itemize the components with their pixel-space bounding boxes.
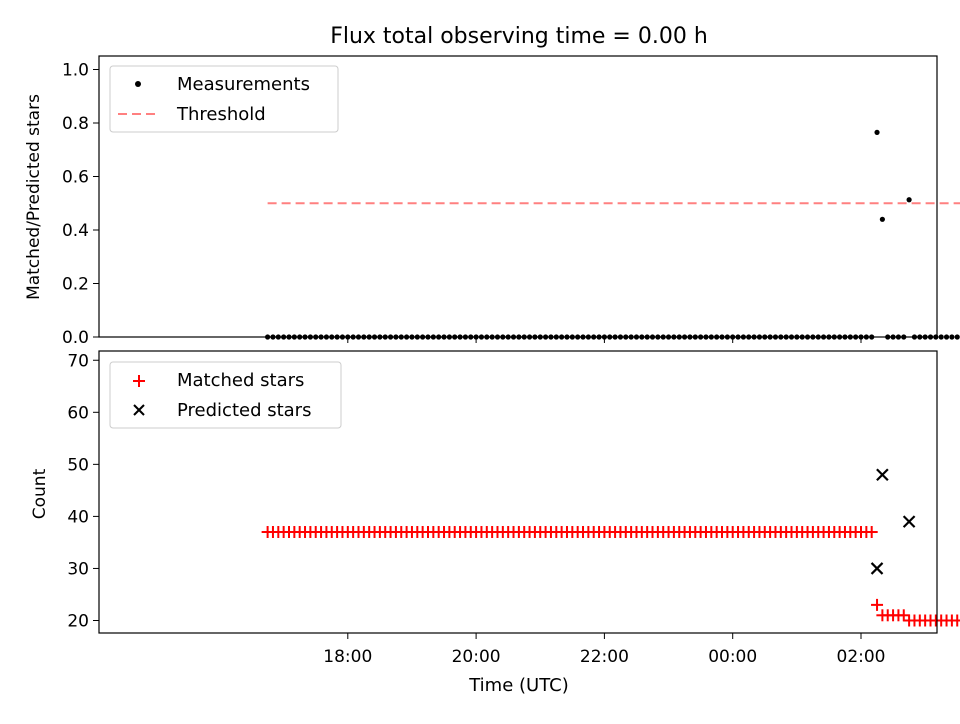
legend-matched-label: Matched stars [177,370,304,391]
top-panel: 0.0 0.2 0.4 0.6 0.8 1.0 Matched/Predicted sta… [24,56,960,348]
legend-measurements-marker [135,81,141,87]
bottom-x-tick-label: 22:00 [580,647,629,667]
bottom-x-tick-label: 18:00 [323,647,372,667]
matched-star-point [871,599,883,611]
top-y-tick-label: 0.4 [62,221,89,241]
bottom-legend: Matched stars Predicted stars [110,362,341,428]
bottom-marks [262,360,960,627]
bottom-y-tick-label: 70 [67,351,89,371]
top-y-tick-label: 0.0 [62,328,89,348]
bottom-y-tick-label: 40 [67,507,89,527]
bottom-y-tick-label: 60 [67,403,89,423]
top-y-tick-label: 1.0 [62,61,89,81]
bottom-y-tick-label: 50 [67,455,89,475]
top-y-axis-label: Matched/Predicted stars [24,94,44,300]
measurement-point [944,334,949,339]
measurement-point [880,217,885,222]
predicted-star-point [877,469,888,480]
x-axis-label: Time (UTC) [468,675,569,696]
predicted-star-point [904,516,915,527]
measurement-point [939,334,944,339]
measurement-point [874,130,879,135]
bottom-y-tick-label: 30 [67,559,89,579]
measurement-point [949,334,954,339]
predicted-star-point [872,563,883,574]
legend-measurements-label: Measurements [177,74,310,95]
measurement-point [955,334,960,339]
legend-threshold-label: Threshold [176,104,266,125]
bottom-x-tick-label: 00:00 [708,647,757,667]
matched-star-point [866,526,878,538]
bottom-y-axis: 20 30 40 50 60 70 [67,351,99,631]
bottom-x-tick-label: 02:00 [837,647,886,667]
top-y-axis: 0.0 0.2 0.4 0.6 0.8 1.0 [62,61,99,349]
bottom-y-tick-label: 20 [67,612,89,632]
bottom-x-tick-label: 20:00 [452,647,501,667]
top-y-tick-label: 0.2 [62,275,89,295]
top-y-tick-label: 0.6 [62,168,89,188]
bottom-y-axis-label: Count [30,468,50,519]
figure-title: Flux total observing time = 0.00 h [330,24,708,49]
top-marks [265,67,960,340]
measurement-point [907,197,912,202]
top-legend: Measurements Threshold [110,66,338,132]
legend-predicted-label: Predicted stars [177,400,311,421]
matched-star-point [898,609,910,621]
top-y-tick-label: 0.8 [62,114,89,134]
